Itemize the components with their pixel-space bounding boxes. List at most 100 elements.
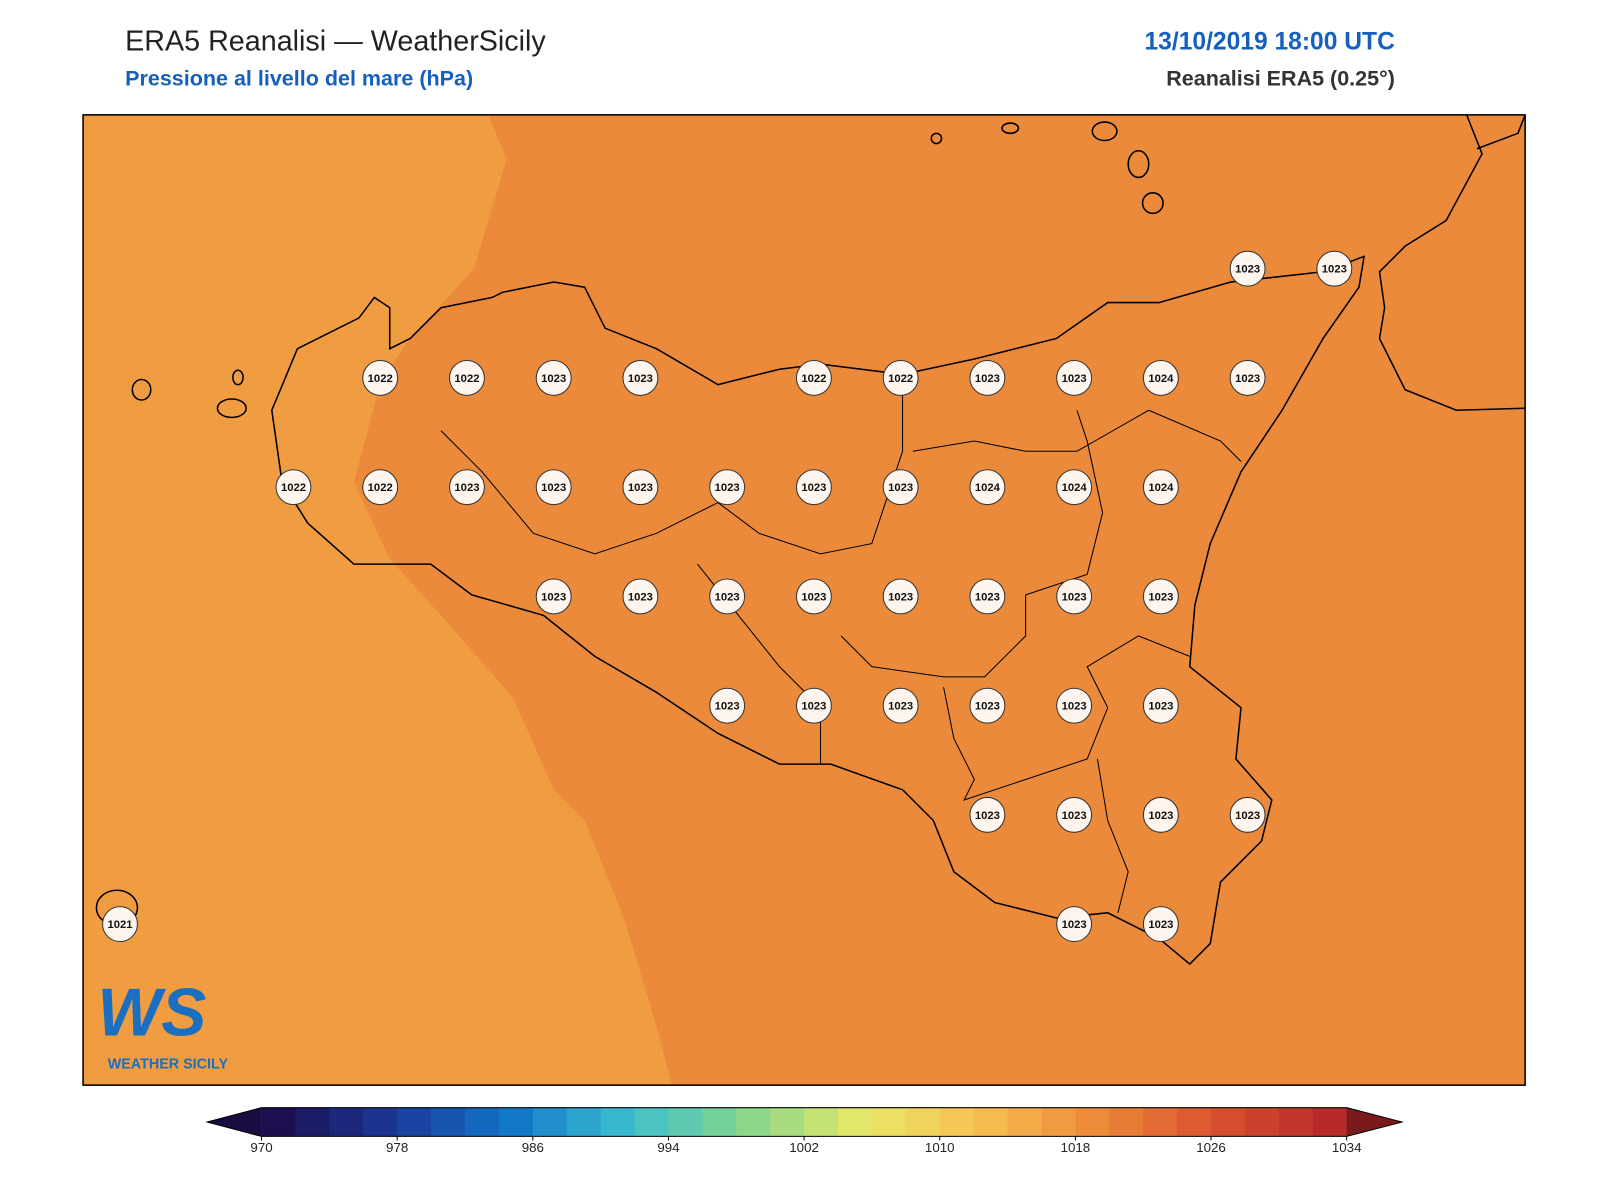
contour-band-low — [83, 114, 672, 1086]
station-value: 1023 — [975, 373, 1000, 385]
colorbar-bin — [566, 1107, 602, 1137]
station-marker — [1056, 796, 1093, 833]
station-marker — [622, 359, 659, 396]
station-value: 1023 — [715, 701, 740, 713]
station-marker — [275, 469, 312, 506]
station-value: 1023 — [801, 482, 826, 494]
station-marker — [969, 578, 1006, 615]
colorbar-tick-label: 1018 — [1061, 1140, 1091, 1155]
station-value: 1023 — [975, 810, 1000, 822]
station-value: 1023 — [628, 373, 653, 385]
colorbar-bin — [1041, 1107, 1076, 1137]
station-marker — [1056, 687, 1093, 724]
station-marker — [1142, 469, 1179, 506]
station-value: 1023 — [975, 701, 1000, 713]
colorbar-bin — [329, 1107, 364, 1137]
station-marker — [882, 687, 919, 724]
station-marker — [535, 469, 572, 506]
station-value: 1024 — [975, 482, 1001, 494]
station-value: 1023 — [541, 373, 566, 385]
subtitle: Pressione al livello del mare (hPa) — [125, 67, 473, 91]
station-value: 1023 — [628, 591, 653, 603]
station-value: 1022 — [801, 373, 826, 385]
station-value: 1023 — [1235, 810, 1260, 822]
logo-mark: WS — [97, 975, 206, 1050]
station-marker — [882, 469, 919, 506]
colorbar-tick-label: 970 — [250, 1140, 272, 1155]
colorbar-bin — [702, 1107, 737, 1137]
colorbar-tick-label: 978 — [386, 1140, 408, 1155]
station-marker — [1142, 359, 1179, 396]
logo: WS WEATHER SICILY — [97, 975, 228, 1072]
colorbar-bin — [295, 1107, 330, 1137]
station-value: 1024 — [1148, 482, 1174, 494]
station-marker — [969, 796, 1006, 833]
colorbar-bin — [1075, 1107, 1110, 1137]
colorbar-bin — [1278, 1107, 1314, 1137]
station-marker — [1142, 796, 1179, 833]
station-marker — [622, 578, 659, 615]
station-marker — [882, 359, 919, 396]
colorbar-bin — [838, 1107, 873, 1137]
station-value: 1023 — [1235, 264, 1260, 276]
station-value: 1023 — [888, 591, 913, 603]
station-marker — [362, 469, 399, 506]
station-value: 1023 — [715, 591, 740, 603]
station-value: 1023 — [801, 591, 826, 603]
colorbar: 970 978 986 994 1002 1010 1018 1026 1034 — [205, 1107, 1405, 1155]
datetime: 13/10/2019 18:00 UTC — [1144, 29, 1395, 56]
station-marker — [709, 687, 746, 724]
station-layer: 1023 1023 1022 1022 1023 1023 1022 1022 1023 1023… — [102, 250, 1353, 943]
station-value: 1023 — [1062, 701, 1087, 713]
colorbar-bin — [600, 1107, 636, 1137]
station-value: 1023 — [1148, 919, 1173, 931]
station-value: 1023 — [628, 482, 653, 494]
colorbar-bin — [1109, 1107, 1144, 1137]
colorbar-bin — [871, 1107, 907, 1137]
colorbar-bin — [532, 1107, 568, 1137]
colorbar-tick-label: 1034 — [1332, 1140, 1362, 1155]
colorbar-bin — [939, 1107, 975, 1137]
station-marker — [1056, 906, 1093, 943]
colorbar-bin — [431, 1107, 466, 1137]
colorbar-bin — [1143, 1107, 1178, 1137]
map-frame — [82, 114, 1526, 1086]
colorbar-bin — [261, 1107, 296, 1137]
station-value: 1022 — [281, 482, 306, 494]
station-value: 1023 — [715, 482, 740, 494]
station-value: 1023 — [975, 591, 1000, 603]
colorbar-bin — [498, 1107, 534, 1137]
station-marker — [535, 578, 572, 615]
station-value: 1022 — [368, 482, 393, 494]
station-value: 1023 — [1148, 810, 1173, 822]
colorbar-bin — [1007, 1107, 1042, 1137]
station-marker — [882, 578, 919, 615]
station-marker — [795, 578, 832, 615]
station-marker — [1056, 359, 1093, 396]
colorbar-bin — [668, 1107, 703, 1137]
station-marker — [969, 359, 1006, 396]
station-value: 1023 — [541, 591, 566, 603]
station-value: 1023 — [541, 482, 566, 494]
colorbar-bin — [363, 1107, 398, 1137]
colorbar-tick-label: 1026 — [1196, 1140, 1226, 1155]
station-value: 1023 — [1235, 373, 1260, 385]
station-marker — [1316, 250, 1353, 287]
station-value: 1023 — [1148, 591, 1173, 603]
colorbar-bin — [1312, 1107, 1348, 1137]
station-marker — [1056, 578, 1093, 615]
station-value: 1023 — [888, 701, 913, 713]
station-marker — [1142, 578, 1179, 615]
station-value: 1021 — [107, 919, 132, 931]
station-marker — [1229, 359, 1266, 396]
colorbar-under — [207, 1107, 262, 1137]
colorbar-bin — [804, 1107, 839, 1137]
station-marker — [622, 469, 659, 506]
station-value: 1024 — [1148, 373, 1174, 385]
title: ERA5 Reanalisi — WeatherSicily — [125, 26, 546, 58]
station-marker — [1229, 250, 1266, 287]
station-value: 1023 — [801, 701, 826, 713]
station-marker — [709, 578, 746, 615]
station-marker — [1229, 796, 1266, 833]
